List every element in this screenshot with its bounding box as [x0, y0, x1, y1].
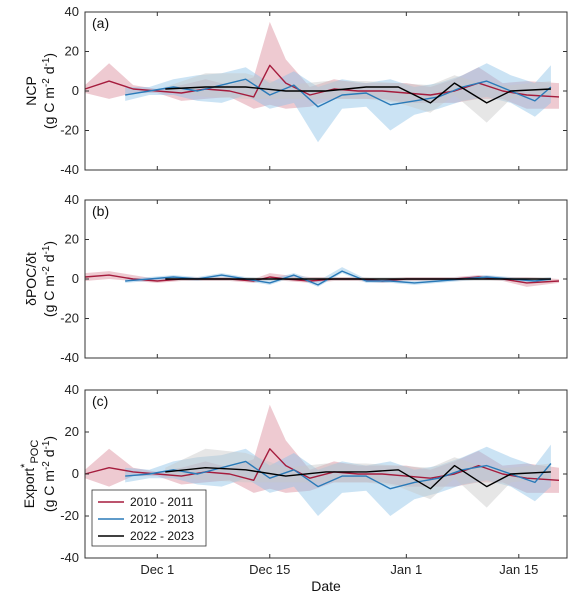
- panel-b-ytick-label: 20: [65, 232, 79, 247]
- panel-b-ylabel-units: (g C m-2 d-1): [41, 241, 57, 317]
- panel-c-ytick-label: 40: [65, 382, 79, 397]
- panel-c-yticks: 40 20 0 -20 -40: [60, 382, 567, 565]
- panel-a-ytick-label: 20: [65, 44, 79, 59]
- panel-c-letter: (c): [92, 393, 108, 409]
- panel-a-band-2: [165, 73, 551, 123]
- panel-a-series-line-2: [165, 82, 551, 104]
- panel-c-ytick-label: 20: [65, 424, 79, 439]
- panel-c-band-0: [85, 404, 559, 493]
- x-axis-label: Date: [311, 578, 341, 594]
- panel-b-ytick-label: -20: [60, 311, 79, 326]
- panel-a-yticks: 40 20 0 -20 -40: [60, 4, 567, 177]
- panel-c-xtick-label: Jan 1: [390, 562, 422, 577]
- legend: 2010 - 2011 2012 - 2013 2022 - 2023: [91, 489, 207, 547]
- panel-b-ylabel-line1: δPOC/δt: [23, 252, 39, 306]
- panel-c-band-1: [125, 444, 551, 516]
- panel-b-ytick-label: 40: [65, 192, 79, 207]
- panel-a: 40 20 0 -20 -40 (a) NCP (g C m-2 d-1): [23, 4, 568, 177]
- panel-b-yticks: 40 20 0 -20 -40: [60, 192, 567, 365]
- panel-c-ylabel-line1: Export*POC: [19, 440, 41, 509]
- panel-a-ytick-label: -40: [60, 162, 79, 177]
- panel-b-ytick-label: 0: [72, 271, 79, 286]
- panel-a-xticks: [156, 12, 520, 170]
- panel-a-ylabel-units: (g C m-2 d-1): [41, 53, 57, 129]
- panel-c-xticks: Dec 1 Dec 15 Jan 1 Jan 15: [140, 390, 538, 577]
- panel-c-xtick-label: Dec 1: [140, 562, 174, 577]
- panel-b: 40 20 0 -20 -40 (b) δPOC/δt (g C m-2 d-1): [23, 192, 568, 365]
- panel-c-series-line-2: [165, 464, 551, 490]
- panel-b-letter: (b): [92, 203, 109, 219]
- panel-c-xtick-label: Jan 15: [499, 562, 538, 577]
- panel-b-xticks: [156, 200, 520, 358]
- panel-c-ytick-label: -20: [60, 508, 79, 523]
- panel-a-ylabel-line1: NCP: [23, 76, 39, 106]
- panel-c-ytick-label: 0: [72, 466, 79, 481]
- panel-c-lines: [84, 448, 560, 490]
- panel-c-series-line-1: [125, 460, 552, 490]
- panel-a-lines: [84, 64, 560, 108]
- panel-a-ytick-label: 0: [72, 83, 79, 98]
- legend-label-2012-2013: 2012 - 2013: [130, 512, 194, 526]
- panel-a-ytick-label: -20: [60, 123, 79, 138]
- panel-b-ytick-label: -40: [60, 350, 79, 365]
- legend-label-2022-2023: 2022 - 2023: [130, 529, 194, 543]
- panel-c-ytick-label: -40: [60, 550, 79, 565]
- panel-b-lines: [84, 270, 560, 286]
- legend-label-2010-2011: 2010 - 2011: [130, 495, 193, 509]
- panel-a-series-line-1: [125, 78, 552, 108]
- panel-a-ytick-label: 40: [65, 4, 79, 19]
- panel-a-letter: (a): [92, 15, 109, 31]
- panel-c: 40 20 0 -20 -40 Dec 1 Dec 15 Jan 1 Jan 15 (c) E…: [19, 382, 568, 577]
- panel-c-ylabel-units: (g C m-2 d-1): [41, 436, 57, 512]
- panel-c-xtick-label: Dec 15: [249, 562, 290, 577]
- panel-b-band-1: [125, 267, 551, 287]
